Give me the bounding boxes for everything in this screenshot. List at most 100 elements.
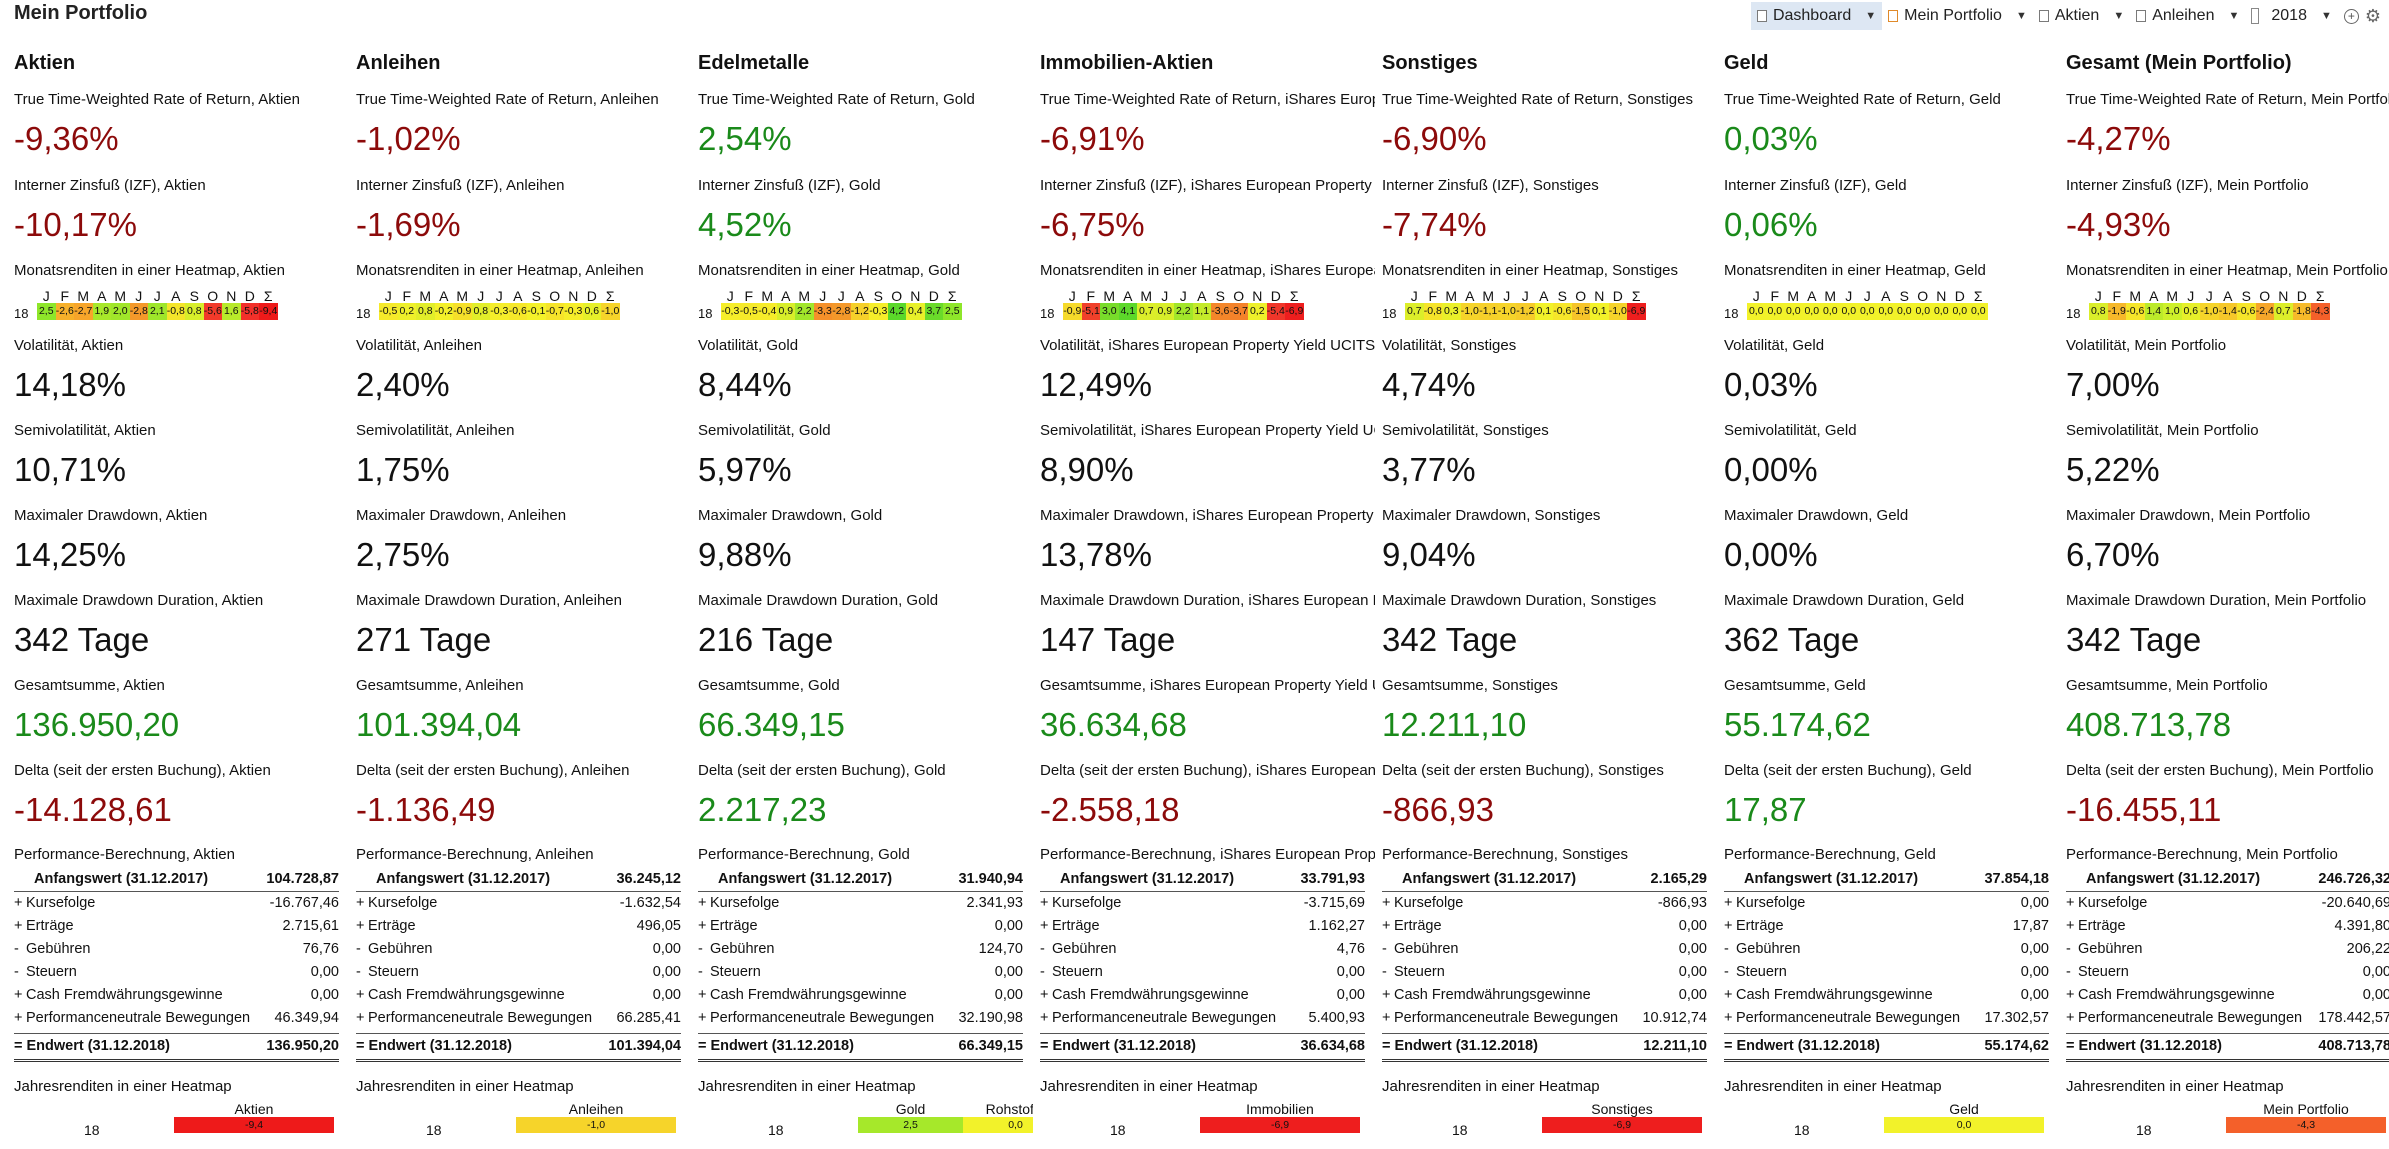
heatmap-cell[interactable]: -0,2 bbox=[434, 303, 453, 320]
anleihen-selector[interactable]: Anleihen ▼ bbox=[2130, 2, 2245, 30]
heatmap-cell[interactable]: -5,6 bbox=[203, 303, 222, 320]
heatmap-cell[interactable]: 2,1 bbox=[148, 303, 167, 320]
heatmap-cell[interactable]: -1,0 bbox=[1497, 303, 1516, 320]
heatmap-cell[interactable]: 2,5 bbox=[37, 303, 56, 320]
heatmap-cell[interactable]: 2,2 bbox=[1174, 303, 1193, 320]
heatmap-cell[interactable]: -0,8 bbox=[166, 303, 185, 320]
heatmap-cell[interactable]: 0,9 bbox=[1155, 303, 1174, 320]
dashboard-selector[interactable]: Dashboard ▼ bbox=[1750, 2, 1883, 30]
heatmap-cell[interactable]: 0,0 bbox=[1895, 303, 1914, 320]
heatmap-cell[interactable]: -0,5 bbox=[739, 303, 758, 320]
heatmap-cell[interactable]: 0,0 bbox=[1802, 303, 1821, 320]
heatmap-cell[interactable]: -6,9 bbox=[1627, 303, 1646, 320]
heatmap-cell[interactable]: -1,5 bbox=[1571, 303, 1590, 320]
heatmap-cell[interactable]: 2,5 bbox=[943, 303, 962, 320]
heatmap-cell[interactable]: 0,7 bbox=[2274, 303, 2293, 320]
heatmap-cell[interactable]: -3,3 bbox=[813, 303, 832, 320]
heatmap-cell[interactable]: -0,3 bbox=[564, 303, 583, 320]
heatmap-cell[interactable]: -0,3 bbox=[869, 303, 888, 320]
heatmap-cell[interactable]: -0,6 bbox=[1553, 303, 1572, 320]
heatmap-cell[interactable]: 0,0 bbox=[1821, 303, 1840, 320]
heatmap-cell[interactable]: -0,3 bbox=[721, 303, 740, 320]
heatmap-cell[interactable]: 0,0 bbox=[1747, 303, 1766, 320]
heatmap-cell[interactable]: -5,8 bbox=[240, 303, 259, 320]
yearly-cell[interactable]: Rohstoffe0,0 bbox=[963, 1101, 1033, 1133]
heatmap-cell[interactable]: -1,8 bbox=[2292, 303, 2311, 320]
heatmap-cell[interactable]: -0,9 bbox=[453, 303, 472, 320]
heatmap-cell[interactable]: 0,2 bbox=[1248, 303, 1267, 320]
heatmap-cell[interactable]: 0,0 bbox=[1784, 303, 1803, 320]
heatmap-cell[interactable]: 0,9 bbox=[776, 303, 795, 320]
heatmap-cell[interactable]: 3,0 bbox=[1100, 303, 1119, 320]
heatmap-cell[interactable]: -0,3 bbox=[490, 303, 509, 320]
heatmap-cell[interactable]: 0,0 bbox=[1858, 303, 1877, 320]
chevron-down-icon[interactable]: ▼ bbox=[2228, 10, 2240, 22]
yearly-cell[interactable]: Mein Portfolio -4,3 bbox=[2226, 1101, 2386, 1133]
yearly-cell[interactable]: Immobilien -6,9 bbox=[1200, 1101, 1360, 1133]
heatmap-cell[interactable]: -1,2 bbox=[1516, 303, 1535, 320]
heatmap-cell[interactable]: 0,1 bbox=[1590, 303, 1609, 320]
heatmap-cell[interactable]: 1,6 bbox=[222, 303, 241, 320]
heatmap-cell[interactable]: 0,3 bbox=[1442, 303, 1461, 320]
heatmap-cell[interactable]: -0,6 bbox=[2126, 303, 2145, 320]
heatmap-cell[interactable]: -0,7 bbox=[545, 303, 564, 320]
heatmap-cell[interactable]: 0,0 bbox=[1913, 303, 1932, 320]
heatmap-cell[interactable]: 2,0 bbox=[111, 303, 130, 320]
heatmap-cell[interactable]: -1,0 bbox=[1608, 303, 1627, 320]
heatmap-cell[interactable]: 1,1 bbox=[1192, 303, 1211, 320]
yearly-cell[interactable]: Gold 2,5 bbox=[858, 1101, 963, 1133]
heatmap-cell[interactable]: 0,7 bbox=[1405, 303, 1424, 320]
heatmap-cell[interactable]: 0,0 bbox=[1969, 303, 1988, 320]
yearly-cell[interactable]: Geld 0,0 bbox=[1884, 1101, 2044, 1133]
heatmap-cell[interactable]: 0,8 bbox=[416, 303, 435, 320]
heatmap-cell[interactable]: 1,4 bbox=[2144, 303, 2163, 320]
heatmap-cell[interactable]: -0,8 bbox=[1423, 303, 1442, 320]
heatmap-cell[interactable]: 0,0 bbox=[1876, 303, 1895, 320]
heatmap-cell[interactable]: 3,7 bbox=[924, 303, 943, 320]
heatmap-cell[interactable]: -1,0 bbox=[2200, 303, 2219, 320]
chevron-down-icon[interactable]: ▼ bbox=[2015, 10, 2027, 22]
heatmap-cell[interactable]: 0,4 bbox=[906, 303, 925, 320]
heatmap-cell[interactable]: -1,0 bbox=[601, 303, 620, 320]
heatmap-cell[interactable]: -6,9 bbox=[1285, 303, 1304, 320]
gear-icon[interactable]: ⚙ bbox=[2364, 5, 2381, 26]
heatmap-cell[interactable]: -1,0 bbox=[1460, 303, 1479, 320]
heatmap-cell[interactable]: 0,8 bbox=[185, 303, 204, 320]
chevron-down-icon[interactable]: ▼ bbox=[2320, 10, 2332, 22]
portfolio-selector[interactable]: Mein Portfolio ▼ bbox=[1882, 2, 2033, 30]
heatmap-cell[interactable]: -0,6 bbox=[2237, 303, 2256, 320]
heatmap-cell[interactable]: 0,6 bbox=[2181, 303, 2200, 320]
yearly-cell[interactable]: Aktien -9,4 bbox=[174, 1101, 334, 1133]
heatmap-cell[interactable]: -1,2 bbox=[850, 303, 869, 320]
heatmap-cell[interactable]: -5,1 bbox=[1081, 303, 1100, 320]
heatmap-cell[interactable]: -2,8 bbox=[129, 303, 148, 320]
heatmap-cell[interactable]: -9,4 bbox=[259, 303, 278, 320]
yearly-cell[interactable]: Anleihen -1,0 bbox=[516, 1101, 676, 1133]
heatmap-cell[interactable]: -0,5 bbox=[379, 303, 398, 320]
heatmap-cell[interactable]: -2,7 bbox=[74, 303, 93, 320]
heatmap-cell[interactable]: 2,2 bbox=[795, 303, 814, 320]
heatmap-cell[interactable]: -0,9 bbox=[1063, 303, 1082, 320]
chevron-down-icon[interactable]: ▼ bbox=[2113, 10, 2125, 22]
heatmap-cell[interactable]: 0,0 bbox=[1765, 303, 1784, 320]
heatmap-cell[interactable]: -2,6 bbox=[55, 303, 74, 320]
heatmap-cell[interactable]: 4,1 bbox=[1118, 303, 1137, 320]
heatmap-cell[interactable]: -3,6 bbox=[1211, 303, 1230, 320]
heatmap-cell[interactable]: -2,4 bbox=[2255, 303, 2274, 320]
year-selector[interactable]: 2018 ▼ bbox=[2265, 2, 2337, 30]
heatmap-cell[interactable]: -0,4 bbox=[758, 303, 777, 320]
heatmap-cell[interactable]: 1,0 bbox=[2163, 303, 2182, 320]
heatmap-cell[interactable]: 0,0 bbox=[1950, 303, 1969, 320]
heatmap-cell[interactable]: 0,7 bbox=[1137, 303, 1156, 320]
heatmap-cell[interactable]: -2,8 bbox=[832, 303, 851, 320]
heatmap-cell[interactable]: -0,6 bbox=[508, 303, 527, 320]
heatmap-cell[interactable]: 0,8 bbox=[471, 303, 490, 320]
heatmap-cell[interactable]: 0,6 bbox=[582, 303, 601, 320]
heatmap-cell[interactable]: 1,9 bbox=[92, 303, 111, 320]
heatmap-cell[interactable]: 0,0 bbox=[1839, 303, 1858, 320]
heatmap-cell[interactable]: -1,1 bbox=[1479, 303, 1498, 320]
heatmap-cell[interactable]: -4,3 bbox=[2311, 303, 2330, 320]
yearly-cell[interactable]: Sonstiges -6,9 bbox=[1542, 1101, 1702, 1133]
chevron-down-icon[interactable]: ▼ bbox=[1865, 10, 1877, 22]
heatmap-cell[interactable]: -3,7 bbox=[1229, 303, 1248, 320]
